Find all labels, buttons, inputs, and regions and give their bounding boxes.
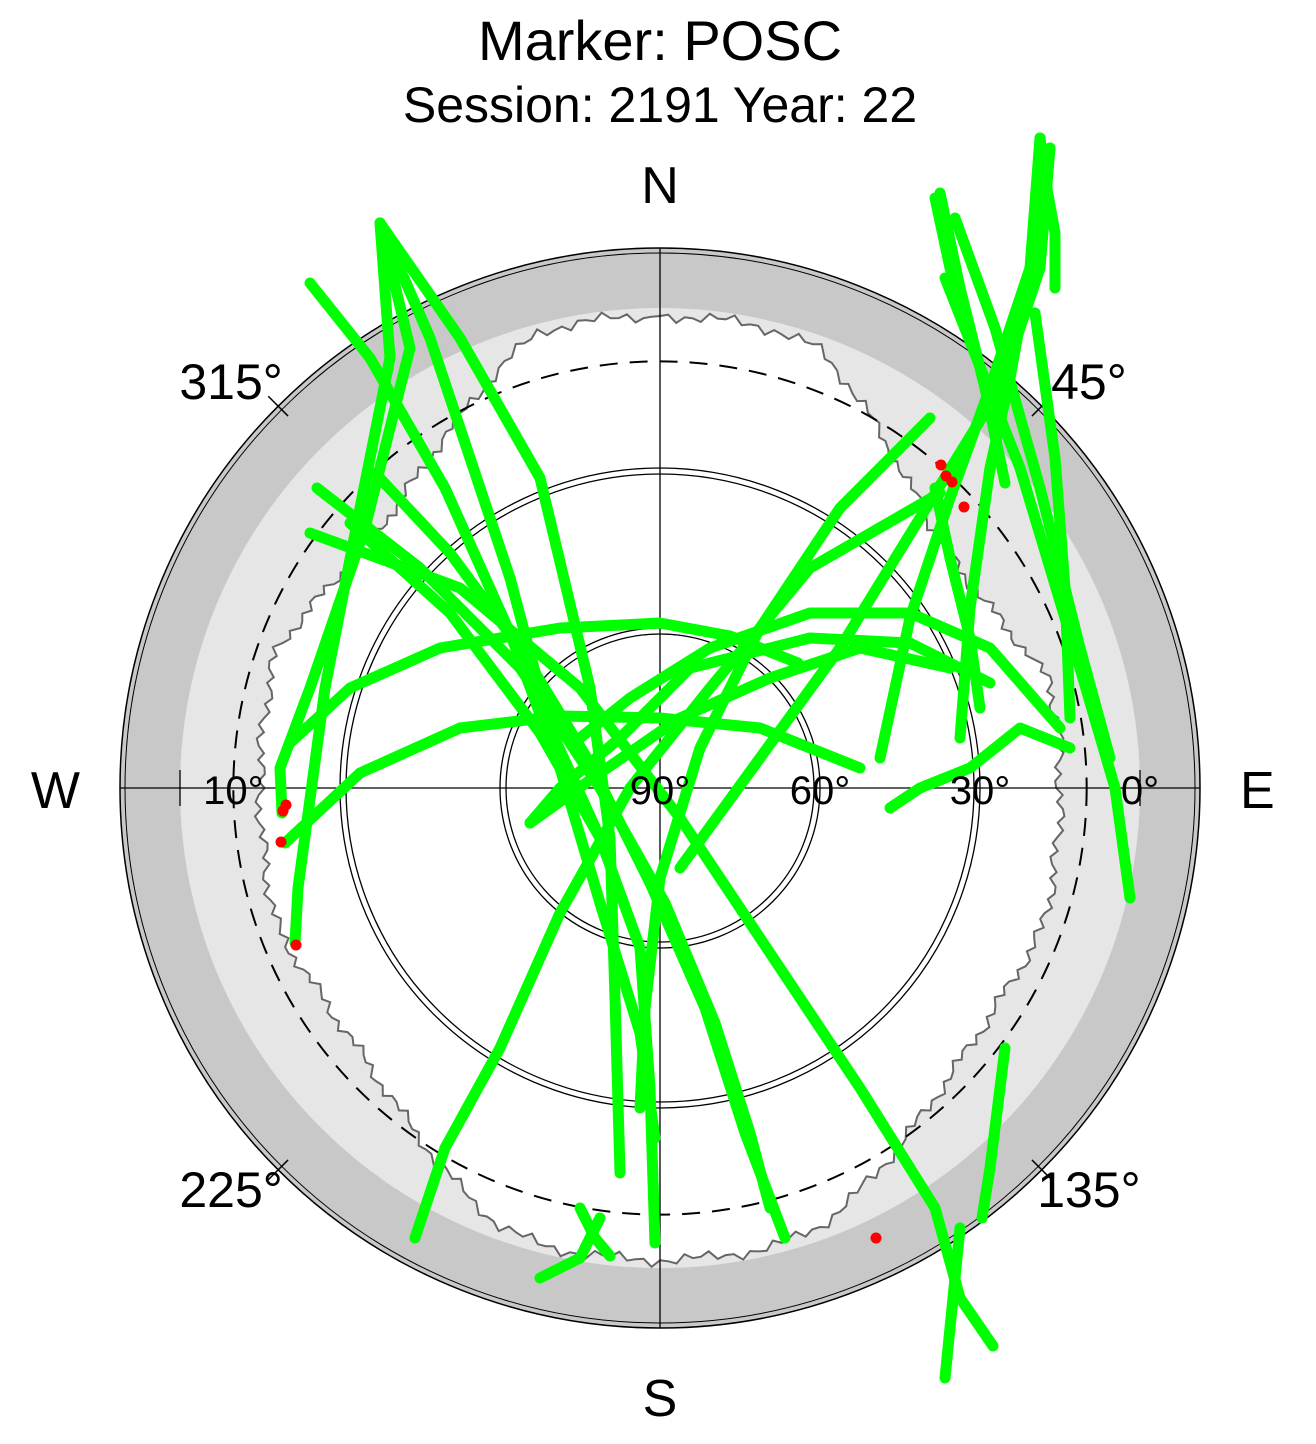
compass-label-east: E bbox=[1240, 762, 1275, 820]
satellite-track-8 bbox=[374, 217, 606, 844]
azimuth-tick-225 bbox=[267, 1159, 289, 1181]
low-elevation-point bbox=[946, 476, 958, 488]
low-elevation-point bbox=[290, 939, 302, 951]
azimuth-label-225: 225° bbox=[179, 1162, 282, 1218]
axis-labels: N S E W 45° 135° 225° 315° 90° 60° 30° 0° 10° bbox=[31, 157, 1275, 1428]
low-elevation-point bbox=[280, 799, 292, 811]
satellite-track-17 bbox=[674, 142, 1056, 874]
chart-title: Marker: POSC bbox=[478, 9, 842, 72]
satellite-track-31 bbox=[976, 1042, 1011, 1224]
compass-label-north: N bbox=[641, 157, 679, 215]
elevation-label-30: 30° bbox=[950, 769, 1011, 813]
low-elevation-point bbox=[870, 1232, 882, 1244]
azimuth-label-315: 315° bbox=[179, 354, 282, 410]
compass-label-south: S bbox=[643, 1370, 678, 1428]
satellite-track-6 bbox=[289, 217, 396, 949]
low-elevation-points bbox=[275, 459, 970, 1244]
satellite-track-15 bbox=[634, 412, 936, 1114]
satellite-track-10 bbox=[279, 710, 866, 849]
satellite-track-29 bbox=[929, 482, 986, 714]
satellite-tracks bbox=[274, 132, 1136, 1384]
elevation-label-90: 90° bbox=[630, 769, 691, 813]
azimuth-label-135: 135° bbox=[1037, 1162, 1140, 1218]
compass-label-west: W bbox=[31, 762, 80, 820]
satellite-track-7 bbox=[374, 217, 626, 1179]
low-elevation-point bbox=[958, 501, 970, 513]
azimuth-tick-135 bbox=[1031, 1159, 1053, 1181]
azimuth-tick-315 bbox=[267, 395, 289, 417]
satellite-track-20 bbox=[409, 487, 946, 1244]
elevation-label-0: 0° bbox=[1121, 769, 1159, 813]
low-elevation-point bbox=[275, 836, 287, 848]
azimuth-label-45: 45° bbox=[1051, 354, 1127, 410]
elevation-label-60: 60° bbox=[790, 769, 851, 813]
elevation-label-10: 10° bbox=[203, 769, 264, 813]
chart-subtitle: Session: 2191 Year: 22 bbox=[403, 77, 917, 133]
satellite-track-25 bbox=[1029, 307, 1076, 724]
satellite-track-26 bbox=[884, 722, 1076, 814]
satellite-track-28 bbox=[574, 1202, 616, 1262]
satellite-track-24 bbox=[949, 212, 1116, 764]
low-elevation-point bbox=[935, 459, 947, 471]
satellite-track-14 bbox=[574, 607, 1066, 744]
satellite-track-30 bbox=[939, 1222, 966, 1384]
